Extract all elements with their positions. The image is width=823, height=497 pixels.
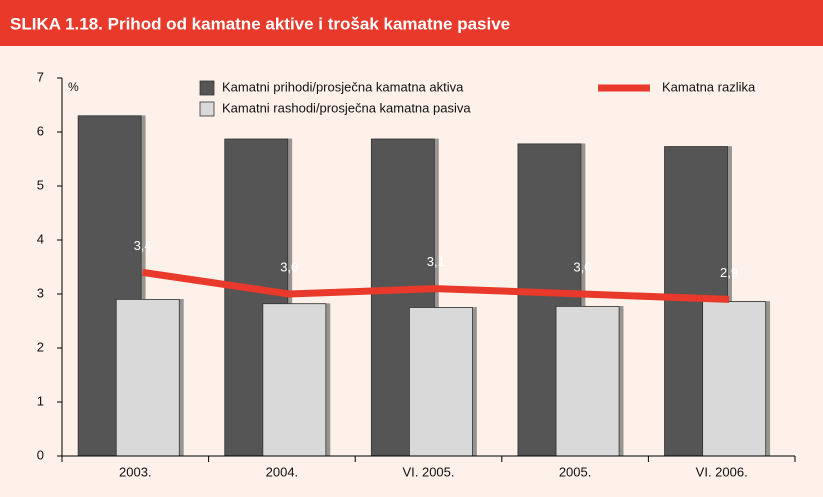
bar	[702, 301, 767, 457]
data-label: 2,9	[720, 265, 738, 280]
title-bar	[0, 0, 823, 46]
y-tick-label: 0	[37, 447, 44, 462]
bar	[115, 298, 180, 457]
y-tick-label: 7	[37, 69, 44, 84]
y-tick-label: 3	[37, 285, 44, 300]
y-tick-label: 1	[37, 393, 44, 408]
y-unit: %	[68, 80, 79, 94]
x-tick-label: 2003.	[119, 464, 152, 479]
y-tick-label: 5	[37, 177, 44, 192]
y-tick-label: 2	[37, 339, 44, 354]
bar	[555, 306, 620, 457]
line	[142, 268, 730, 303]
data-label: 3,0	[280, 259, 298, 274]
y-tick-label: 4	[37, 231, 44, 246]
x-tick-label: 2004.	[266, 464, 299, 479]
data-label: 3,0	[573, 259, 591, 274]
x-tick-label: VI. 2006.	[696, 464, 748, 479]
legend-swatch	[199, 80, 215, 96]
y-tick-label: 6	[37, 123, 44, 138]
x-tick-label: VI. 2005.	[402, 464, 454, 479]
legend-swatch	[199, 101, 215, 117]
bar	[409, 307, 473, 457]
data-label: 3,4	[134, 238, 152, 253]
legend-label: Kamatni rashodi/prosječna kamatna pasiva	[222, 100, 471, 115]
legend-label: Kamatna razlika	[662, 79, 756, 94]
bar	[262, 303, 327, 457]
x-tick-label: 2005.	[559, 464, 592, 479]
data-label: 3,1	[427, 254, 445, 269]
chart-title: SLIKA 1.18. Prihod od kamatne aktive i t…	[10, 14, 510, 33]
legend-label: Kamatni prihodi/prosječna kamatna aktiva	[222, 79, 464, 94]
